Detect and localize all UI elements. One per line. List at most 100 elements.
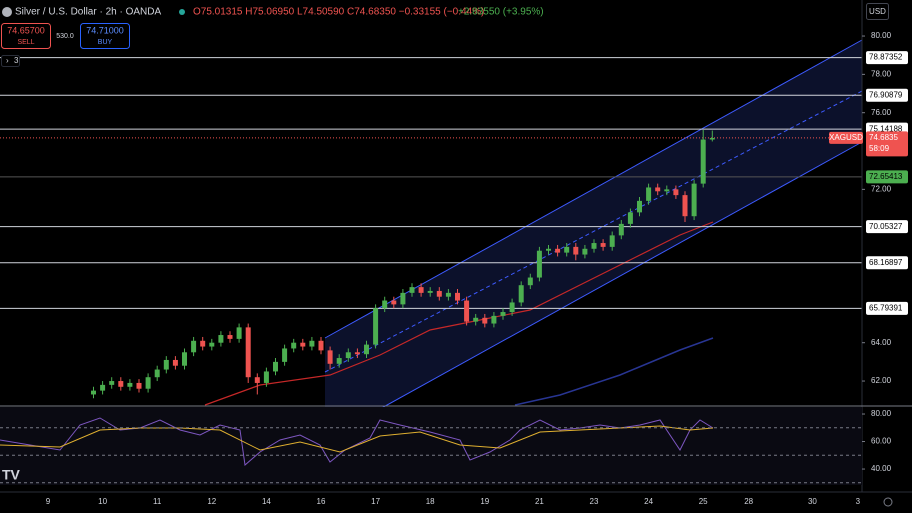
candle-body <box>254 377 260 383</box>
x-tick-label: 25 <box>699 497 708 506</box>
level-box <box>866 256 908 270</box>
candle-body <box>200 340 206 347</box>
candle-body <box>400 292 406 305</box>
candle-body <box>364 344 369 355</box>
candle-body <box>627 212 633 224</box>
candle-body <box>236 327 242 339</box>
level-box <box>866 88 908 102</box>
candle-body <box>527 277 533 286</box>
x-tick-label: 16 <box>317 497 326 506</box>
level-label: 70.05327 <box>869 222 903 231</box>
candle-body <box>573 246 579 255</box>
sell-label: SELL <box>17 39 34 46</box>
candle-body <box>309 340 315 347</box>
y-tick-label: 76.00 <box>871 108 892 117</box>
sell-price: 74.65700 <box>7 25 45 35</box>
candle-body <box>691 183 697 217</box>
y-tick-label: 64.00 <box>871 338 892 347</box>
rsi-line <box>0 417 714 466</box>
rsi-pane <box>0 407 862 485</box>
x-tick-label: 14 <box>262 497 271 506</box>
candle-body <box>682 195 688 217</box>
symbol-label: XAGUSD <box>829 133 863 142</box>
collapse-button[interactable] <box>1 55 20 67</box>
rsi-tick-label: 40.00 <box>871 464 892 473</box>
candle-body <box>373 308 379 345</box>
candle-body <box>418 287 424 293</box>
sell-button[interactable] <box>1 23 51 49</box>
candle-body <box>263 371 269 383</box>
plot-layer <box>0 39 863 421</box>
candle-body <box>273 361 278 372</box>
candle-body <box>172 359 178 366</box>
candle-body <box>191 340 197 353</box>
candle-body <box>618 223 624 236</box>
candle-body <box>118 381 124 387</box>
candle-body <box>546 248 551 251</box>
candle-body <box>609 235 615 247</box>
level-box <box>866 220 908 234</box>
x-tick-label: 17 <box>371 497 380 506</box>
level-box <box>866 301 908 315</box>
currency-button[interactable] <box>866 3 889 20</box>
candle-body <box>409 287 415 293</box>
x-tick-label: 21 <box>535 497 544 506</box>
collapse-arrow: › <box>6 56 9 65</box>
settings-icon[interactable] <box>883 497 893 507</box>
candle-body <box>482 317 488 324</box>
candle-body <box>291 342 297 349</box>
last-price-label: 74.6835 <box>869 133 898 142</box>
channel-mid <box>324 90 863 373</box>
x-tick-label: 9 <box>46 497 51 506</box>
rsi-tick-label: 60.00 <box>871 437 892 446</box>
buy-price: 74.71000 <box>86 25 124 35</box>
candle-body <box>464 300 470 322</box>
x-tick-label: 10 <box>98 497 107 506</box>
candle-body <box>354 352 360 355</box>
candle-body <box>582 248 588 255</box>
candle-body <box>509 302 515 313</box>
symbol-icon <box>2 7 12 17</box>
candle-body <box>536 250 542 278</box>
y-tick-label: 72.00 <box>871 184 892 193</box>
x-tick-label: 24 <box>644 497 653 506</box>
buy-button[interactable] <box>80 23 130 49</box>
candle-body <box>555 248 561 253</box>
candle-body <box>700 139 706 184</box>
ohlc: O75.01315 H75.06950 L74.50590 C74.68350 … <box>193 7 484 18</box>
candle-body <box>163 359 169 370</box>
buy-label: BUY <box>98 39 113 46</box>
moving-average-slow <box>514 337 714 406</box>
candle-body <box>327 350 333 364</box>
y-tick-label: 62.00 <box>871 376 892 385</box>
symbol-box <box>829 131 863 144</box>
spread: 530.0 <box>56 33 74 40</box>
x-tick-label: 11 <box>153 497 162 506</box>
x-tick-label: 12 <box>207 497 216 506</box>
candle-body <box>427 290 433 293</box>
candle-body <box>127 382 133 387</box>
level-label: 76.90879 <box>869 90 903 99</box>
candle-body <box>600 243 606 247</box>
candle-body <box>336 358 342 364</box>
indicator-count: 3 <box>14 56 19 65</box>
level-label: 75.14188 <box>869 124 903 133</box>
candle-body <box>345 352 351 359</box>
level-box <box>866 51 908 65</box>
y-tick-label: 78.00 <box>871 69 892 78</box>
currency: USD <box>869 7 886 16</box>
level-label: 72.65413 <box>869 172 903 181</box>
candle-body <box>209 342 215 347</box>
x-tick-label: 30 <box>808 497 817 506</box>
candle-body <box>91 390 96 395</box>
x-tick-label: 23 <box>590 497 599 506</box>
last-price-box <box>866 131 908 157</box>
logo: TV <box>2 467 21 483</box>
level-box <box>866 170 908 184</box>
candle-body <box>637 200 642 213</box>
candle-body <box>218 335 224 343</box>
candle-body <box>282 348 288 362</box>
candle-body <box>300 342 306 347</box>
candle-body <box>473 317 479 322</box>
